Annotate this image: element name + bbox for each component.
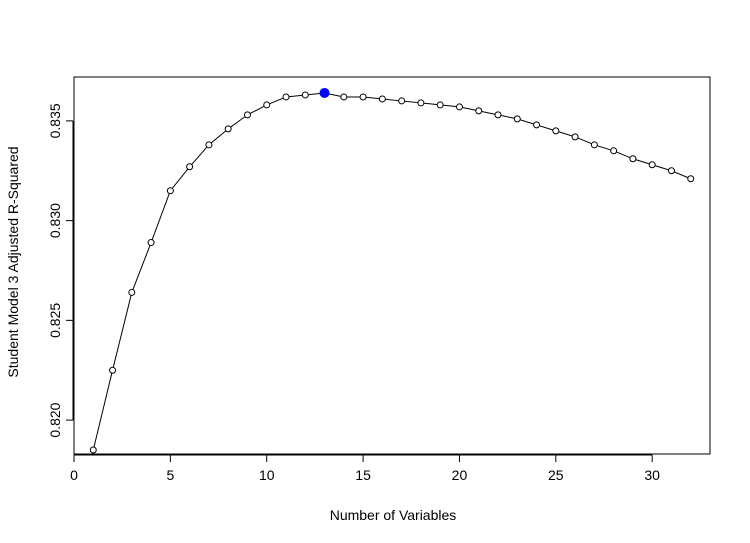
x-axis: 0 5 10 15 20 25 30 [70, 454, 660, 483]
data-point [186, 163, 194, 171]
data-point [301, 91, 309, 99]
data-point [687, 175, 695, 183]
y-tick-label: 0.835 [47, 103, 63, 138]
data-point [648, 161, 656, 169]
y-tick-label: 0.830 [47, 203, 63, 238]
x-tick-label: 0 [70, 467, 78, 483]
data-point [494, 111, 502, 119]
data-point [243, 111, 251, 119]
data-point [89, 446, 97, 454]
data-point [455, 103, 463, 111]
data-point [282, 93, 290, 101]
data-point [263, 101, 271, 109]
x-tick-label: 15 [355, 467, 371, 483]
data-point [590, 141, 598, 149]
y-axis: 0.820 0.825 0.830 0.835 [47, 103, 74, 438]
highlight-point [319, 87, 330, 98]
plot-frame [73, 76, 711, 455]
data-point [398, 97, 406, 105]
x-tick-label: 10 [259, 467, 275, 483]
data-point [109, 366, 117, 374]
data-point [436, 101, 444, 109]
data-point [513, 115, 521, 123]
data-point [475, 107, 483, 115]
data-point [205, 141, 213, 149]
data-point [224, 125, 232, 133]
y-axis-label: Student Model 3 Adjusted R-Squared [5, 146, 21, 377]
y-tick-label: 0.820 [47, 402, 63, 437]
x-tick-label: 20 [452, 467, 468, 483]
data-point [629, 155, 637, 163]
data-point [417, 99, 425, 107]
data-point [610, 147, 618, 155]
data-points [89, 87, 695, 454]
x-tick-label: 5 [166, 467, 174, 483]
y-tick-label: 0.825 [47, 303, 63, 338]
data-point [128, 288, 136, 296]
data-point [378, 95, 386, 103]
data-point [571, 133, 579, 141]
data-point [359, 93, 367, 101]
data-point [147, 239, 155, 247]
data-point [533, 121, 541, 129]
series-line [92, 92, 691, 451]
data-point [552, 127, 560, 135]
x-axis-label: Number of Variables [330, 507, 457, 523]
x-tick-label: 25 [548, 467, 564, 483]
x-tick-label: 30 [644, 467, 660, 483]
data-point [340, 93, 348, 101]
data-point [166, 187, 174, 195]
data-point [667, 167, 675, 175]
